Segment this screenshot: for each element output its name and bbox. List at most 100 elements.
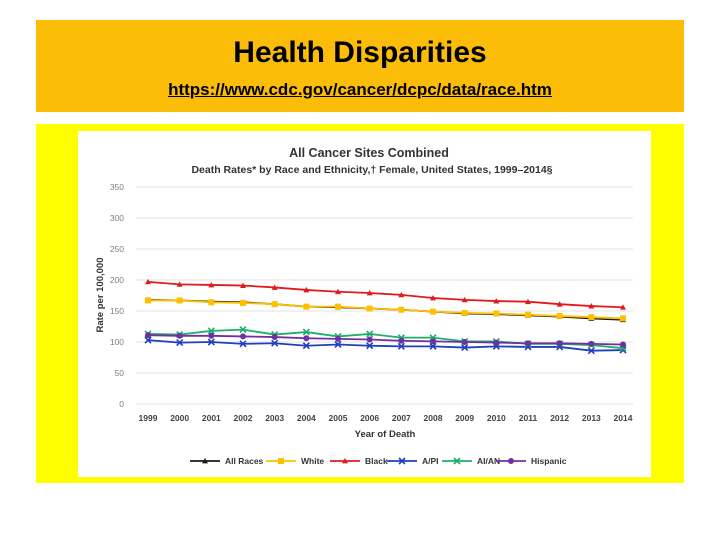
series-black xyxy=(145,278,626,310)
data-point xyxy=(493,310,500,317)
data-point xyxy=(303,286,310,293)
x-axis-label: Year of Death xyxy=(355,429,416,440)
y-tick-label: 250 xyxy=(110,244,124,254)
data-point xyxy=(303,303,310,310)
legend-item: All Races xyxy=(190,456,264,466)
series-a-pi xyxy=(144,336,627,355)
x-tick-label: 2005 xyxy=(329,413,348,423)
slide-header: Health Disparities https://www.cdc.gov/c… xyxy=(36,20,684,112)
y-tick-label: 50 xyxy=(115,368,125,378)
x-tick-label: 1999 xyxy=(139,413,158,423)
x-tick-label: 2009 xyxy=(455,413,474,423)
y-tick-label: 350 xyxy=(110,182,124,192)
data-point xyxy=(620,315,626,322)
data-point xyxy=(461,309,468,316)
line-chart: All Cancer Sites Combined Death Rates* b… xyxy=(95,146,633,466)
legend-item: AI/AN xyxy=(442,456,500,466)
data-point xyxy=(461,296,468,303)
data-point xyxy=(208,281,215,288)
data-point xyxy=(240,299,246,306)
x-tick-label: 2000 xyxy=(170,413,189,423)
data-point xyxy=(366,290,373,296)
series-line xyxy=(147,280,624,309)
data-point xyxy=(302,342,310,350)
legend-label: AI/AN xyxy=(477,456,500,466)
y-tick-label: 150 xyxy=(110,306,124,316)
data-point xyxy=(334,340,342,349)
series-line xyxy=(148,299,624,320)
data-point xyxy=(145,278,151,285)
data-point xyxy=(335,335,341,342)
chart-container: All Cancer Sites Combined Death Rates* b… xyxy=(78,131,651,477)
data-point xyxy=(271,339,279,347)
x-tick-label: 2012 xyxy=(550,413,569,423)
data-point xyxy=(461,339,468,345)
data-point xyxy=(366,342,374,350)
x-tick-label: 2003 xyxy=(265,413,284,423)
data-point xyxy=(207,327,215,335)
data-point xyxy=(620,341,626,348)
data-point xyxy=(453,457,461,465)
data-point xyxy=(271,334,278,341)
data-point xyxy=(342,458,348,464)
data-point xyxy=(398,291,405,298)
legend-item: A/PI xyxy=(387,456,439,466)
data-point xyxy=(145,297,151,304)
legend-item: Black xyxy=(330,456,388,466)
series-line xyxy=(147,334,624,346)
x-tick-label: 2013 xyxy=(582,413,601,423)
data-point xyxy=(176,332,183,339)
data-point xyxy=(335,303,341,310)
legend-label: A/PI xyxy=(422,456,439,466)
data-point xyxy=(430,294,436,301)
data-point xyxy=(176,297,183,304)
data-point xyxy=(208,299,215,306)
data-point xyxy=(302,328,310,336)
legend-item: White xyxy=(266,456,324,466)
data-point xyxy=(588,340,595,347)
data-point xyxy=(271,284,278,290)
data-point xyxy=(556,312,563,319)
data-point xyxy=(271,301,278,308)
data-point xyxy=(429,342,437,350)
data-point xyxy=(587,347,595,355)
data-point xyxy=(240,282,246,288)
data-point xyxy=(397,342,405,350)
data-point xyxy=(366,305,373,312)
data-point xyxy=(588,303,595,309)
x-tick-label: 2002 xyxy=(234,413,253,423)
x-tick-label: 2001 xyxy=(202,413,221,423)
data-point xyxy=(240,333,246,340)
data-point xyxy=(430,308,436,315)
data-point xyxy=(620,304,626,310)
data-point xyxy=(508,458,514,464)
x-tick-label: 2008 xyxy=(424,413,443,423)
source-link[interactable]: https://www.cdc.gov/cancer/dcpc/data/rac… xyxy=(168,80,552,99)
x-tick-label: 2011 xyxy=(519,413,538,423)
data-point xyxy=(278,458,284,464)
data-point xyxy=(430,338,436,345)
data-point xyxy=(461,344,469,352)
x-tick-label: 2010 xyxy=(487,413,506,423)
data-point xyxy=(144,336,152,344)
series-white xyxy=(145,297,626,322)
legend-label: White xyxy=(301,456,324,466)
x-tick-label: 2007 xyxy=(392,413,411,423)
legend-label: All Races xyxy=(225,456,264,466)
data-point xyxy=(493,339,500,346)
x-tick-label: 2004 xyxy=(297,413,316,423)
data-point xyxy=(335,288,341,295)
data-point xyxy=(145,332,151,339)
data-point xyxy=(303,335,310,342)
data-point xyxy=(239,326,247,334)
data-point xyxy=(207,338,215,346)
data-point xyxy=(239,340,247,348)
data-point xyxy=(588,314,595,321)
data-point xyxy=(202,458,208,464)
legend-item: Hispanic xyxy=(496,456,567,466)
y-tick-label: 100 xyxy=(110,337,124,347)
data-point xyxy=(556,301,563,307)
data-point xyxy=(556,340,563,347)
data-point xyxy=(398,457,406,465)
chart-subtitle: Death Rates* by Race and Ethnicity,† Fem… xyxy=(191,164,552,176)
